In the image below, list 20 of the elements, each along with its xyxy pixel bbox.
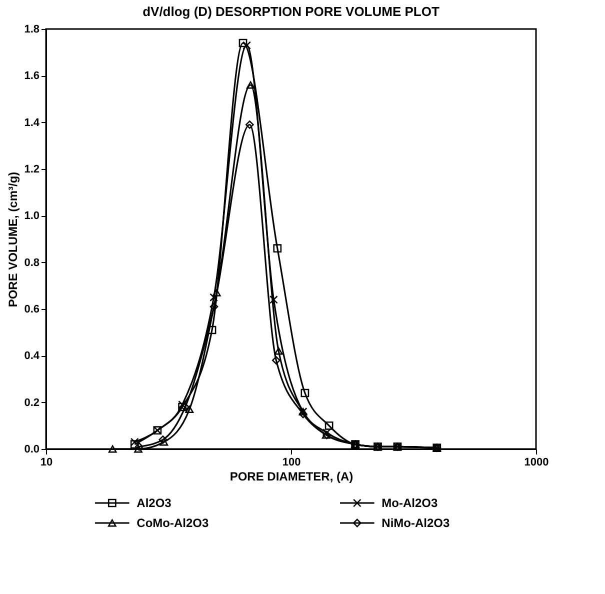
y-tick-label: 1.0 xyxy=(24,210,40,222)
y-tick-label: 0.8 xyxy=(24,256,40,269)
y-tick-label: 0.4 xyxy=(24,350,40,362)
y-tick-label: 0.2 xyxy=(24,396,40,409)
y-tick-label: 0.0 xyxy=(24,444,40,456)
legend-label: NiMo-Al2O3 xyxy=(382,516,450,530)
y-tick-label: 1.6 xyxy=(24,70,40,82)
y-tick-label: 0.6 xyxy=(24,304,40,316)
x-tick-label: 10 xyxy=(40,456,53,468)
y-tick-label: 1.4 xyxy=(24,116,40,129)
x-tick-label: 100 xyxy=(282,456,301,468)
y-tick-label: 1.2 xyxy=(24,164,40,176)
legend-label: Mo-Al2O3 xyxy=(382,496,438,510)
x-axis-title: PORE DIAMETER, (A) xyxy=(230,470,354,484)
legend-label: CoMo-Al2O3 xyxy=(136,516,209,530)
y-axis-title: PORE VOLUME, (cm³/g) xyxy=(6,172,20,308)
x-tick-label: 1000 xyxy=(524,456,549,468)
legend-label: Al2O3 xyxy=(136,496,172,510)
y-tick-label: 1.8 xyxy=(24,24,40,36)
chart-title: dV/dlog (D) DESORPTION PORE VOLUME PLOT xyxy=(142,4,440,19)
